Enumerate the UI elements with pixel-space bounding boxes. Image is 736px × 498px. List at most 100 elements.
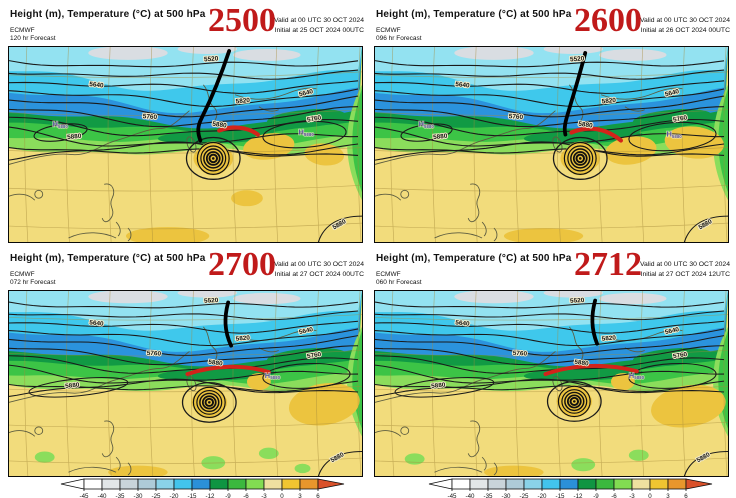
svg-text:5760: 5760 (509, 113, 524, 121)
valid-time-block: Valid at 00 UTC 30 OCT 2024 Initial at 2… (640, 16, 730, 35)
svg-text:-25: -25 (152, 493, 162, 498)
map-canvas: 5520 5640 5640 5760 5760 5820 5880 5880 5880 H588… (8, 290, 363, 477)
svg-text:5640: 5640 (664, 326, 680, 336)
colorbar-arrow-right (685, 478, 713, 490)
forecast-panel-1: Height (m), Temperature (°C) at 500 hPa … (8, 2, 364, 243)
svg-text:5820: 5820 (235, 334, 251, 342)
svg-text:5820: 5820 (601, 334, 617, 342)
ridge-red-line (185, 364, 271, 377)
svg-text:-45: -45 (448, 493, 458, 498)
svg-text:0: 0 (280, 493, 284, 498)
forecast-hour-label: 096 hr Forecast (376, 35, 422, 42)
coastlines (375, 326, 683, 476)
forecast-hour-label: 060 hr Forecast (376, 279, 422, 286)
colorbar-arrow-left (428, 478, 453, 490)
svg-text:-3: -3 (629, 493, 635, 498)
typhoon-symbol (563, 141, 598, 176)
model-label: ECMWF (376, 271, 401, 278)
svg-text:5760: 5760 (146, 350, 161, 358)
svg-text:-40: -40 (98, 493, 108, 498)
colorbar-arrow-left (60, 478, 85, 490)
svg-text:5880: 5880 (574, 359, 590, 368)
panel-header: Height (m), Temperature (°C) at 500 hPa … (8, 2, 364, 46)
svg-text:5640: 5640 (89, 319, 105, 327)
valid-line: Valid at 00 UTC 30 OCT 2024 (639, 261, 730, 268)
height-contours (375, 301, 728, 476)
colorbar-arrow-right (317, 478, 345, 490)
svg-text:-12: -12 (206, 493, 216, 498)
init-date-number: 2500 (208, 2, 276, 39)
svg-text:-35: -35 (116, 493, 126, 498)
map-canvas: 5520 5640 5640 5760 5760 5820 5880 5880 5880 H588… (374, 290, 729, 477)
ridge-red-line (543, 363, 639, 377)
init-date-number: 2600 (574, 2, 642, 39)
ridge-red-line (569, 126, 623, 143)
ridge-red-line (217, 125, 260, 137)
temperature-colorbar: -45 -40 -35 -30 -25 -20 -15 -12 -9 -6 -3 0 3 6 (60, 478, 345, 498)
panel-header: Height (m), Temperature (°C) at 500 hPa … (374, 246, 730, 290)
svg-text:-12: -12 (574, 493, 584, 498)
panel-header: Height (m), Temperature (°C) at 500 hPa … (374, 2, 730, 46)
latlon-grid (9, 291, 362, 476)
valid-time-block: Valid at 00 UTC 30 OCT 2024 Initial at 2… (274, 260, 364, 279)
initial-line: Initial at 26 OCT 2024 00UTC (640, 26, 730, 34)
svg-text:-25: -25 (520, 493, 530, 498)
height-contours (9, 301, 362, 476)
height-contours (375, 60, 728, 242)
high-center-label: H5880 (629, 371, 645, 380)
svg-text:5880: 5880 (431, 382, 447, 390)
svg-text:3: 3 (298, 493, 302, 498)
trough-line (223, 300, 233, 348)
init-date-number: 2712 (574, 246, 642, 283)
svg-text:5880: 5880 (212, 121, 228, 130)
svg-text:-9: -9 (225, 493, 231, 498)
forecast-panel-3: Height (m), Temperature (°C) at 500 hPa … (8, 246, 364, 477)
svg-text:5820: 5820 (235, 97, 250, 106)
temperature-shading (9, 291, 362, 476)
high-center-label: H5880 (667, 130, 683, 140)
temperature-shading (375, 47, 728, 242)
high-center-label: H5880 (53, 120, 69, 130)
svg-text:-3: -3 (261, 493, 267, 498)
svg-text:5760: 5760 (306, 114, 322, 123)
valid-line: Valid at 00 UTC 30 OCT 2024 (639, 17, 730, 24)
panel-header: Height (m), Temperature (°C) at 500 hPa … (8, 246, 364, 290)
svg-text:5880: 5880 (578, 121, 594, 130)
trough-line (590, 298, 599, 346)
svg-text:5880: 5880 (208, 359, 224, 368)
svg-text:5520: 5520 (570, 297, 585, 305)
svg-text:6: 6 (316, 493, 320, 498)
init-date-number: 2700 (208, 246, 276, 283)
typhoon-symbol (557, 385, 592, 418)
model-label: ECMWF (376, 27, 401, 34)
svg-text:5820: 5820 (601, 97, 616, 106)
svg-text:-30: -30 (502, 493, 512, 498)
high-center-label: H5880 (265, 371, 281, 380)
svg-text:-20: -20 (170, 493, 180, 498)
svg-text:-9: -9 (593, 493, 599, 498)
svg-text:5880: 5880 (433, 133, 448, 142)
panel-title: Height (m), Temperature (°C) at 500 hPa (376, 9, 572, 20)
typhoon-symbol (192, 386, 227, 419)
forecast-panel-4: Height (m), Temperature (°C) at 500 hPa … (374, 246, 730, 477)
forecast-hour-label: 072 hr Forecast (10, 279, 56, 286)
valid-line: Valid at 00 UTC 30 OCT 2024 (273, 17, 364, 24)
svg-text:5640: 5640 (298, 326, 314, 336)
svg-text:-6: -6 (611, 493, 617, 498)
panel-title: Height (m), Temperature (°C) at 500 hPa (10, 9, 206, 20)
svg-text:5880: 5880 (67, 133, 82, 142)
svg-text:0: 0 (648, 493, 652, 498)
trough-line (196, 49, 232, 143)
svg-text:-35: -35 (484, 493, 494, 498)
forecast-hour-label: 120 hr Forecast (10, 35, 56, 42)
svg-text:6: 6 (684, 493, 688, 498)
model-label: ECMWF (10, 27, 35, 34)
svg-text:-45: -45 (80, 493, 90, 498)
typhoon-symbol (196, 141, 231, 176)
svg-text:5640: 5640 (455, 81, 470, 90)
svg-text:5760: 5760 (672, 351, 688, 360)
svg-text:5520: 5520 (204, 297, 219, 305)
valid-time-block: Valid at 00 UTC 30 OCT 2024 Initial at 2… (640, 260, 730, 279)
